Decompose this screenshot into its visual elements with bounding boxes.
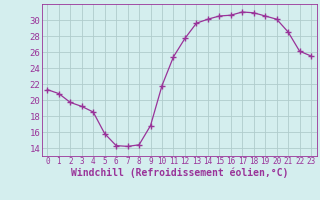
X-axis label: Windchill (Refroidissement éolien,°C): Windchill (Refroidissement éolien,°C): [70, 168, 288, 178]
